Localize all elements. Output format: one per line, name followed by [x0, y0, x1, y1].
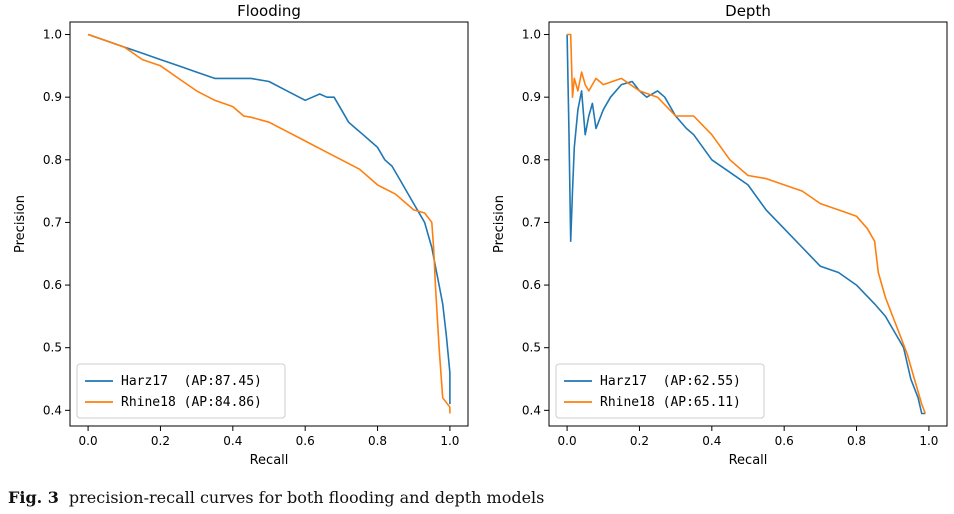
- x-tick-label: 0.6: [296, 434, 315, 448]
- y-tick-label: 0.5: [43, 341, 62, 355]
- series-line-2: [87, 33, 451, 414]
- legend-box: [555, 363, 765, 419]
- x-tick-label: 1.0: [919, 434, 938, 448]
- x-tick-label: 0.2: [630, 434, 649, 448]
- y-tick-label: 0.5: [522, 341, 541, 355]
- x-tick-label: 0.8: [847, 434, 866, 448]
- x-tick-label: 0.2: [151, 434, 170, 448]
- y-tick-label: 0.7: [522, 215, 541, 229]
- x-axis-label: Recall: [250, 453, 289, 468]
- y-tick-label: 0.9: [43, 90, 62, 104]
- x-tick-label: 0.0: [558, 434, 577, 448]
- legend-label-2: Rhine18 (AP:65.11): [600, 395, 741, 410]
- series-line-1: [566, 34, 926, 415]
- figure: Flooding 0.0 0.2 0.4 0.6 0.8 1.0 0.4 0.5 0.6 0.7 0.…: [13, 2, 948, 468]
- y-tick-label: 0.8: [43, 153, 62, 167]
- chart-title: Depth: [725, 2, 771, 20]
- x-tick-label: 0.4: [702, 434, 721, 448]
- y-axis-label: Precision: [492, 195, 507, 253]
- x-axis-label: Recall: [729, 453, 768, 468]
- chart-panel-2: Depth 0.0 0.2 0.4 0.6 0.8 1.0 0.4 0.5 0.6 0.7 0.8 0.…: [492, 2, 948, 468]
- y-tick-label: 0.4: [43, 403, 62, 417]
- y-tick-label: 1.0: [522, 28, 541, 42]
- y-tick-label: 0.6: [43, 278, 62, 292]
- x-tick-label: 1.0: [440, 434, 459, 448]
- legend-label-2: Rhine18 (AP:84.86): [121, 395, 262, 410]
- chart-panel-1: Flooding 0.0 0.2 0.4 0.6 0.8 1.0 0.4 0.5 0.6 0.7 0.…: [13, 2, 469, 468]
- series-line-2: [567, 33, 927, 414]
- y-tick-label: 0.6: [522, 278, 541, 292]
- figure-caption-label: Fig. 3: [8, 488, 59, 507]
- plot-frame: [69, 21, 469, 427]
- series-line-1: [87, 33, 451, 405]
- chart-title: Flooding: [237, 2, 301, 20]
- y-tick-label: 0.9: [522, 90, 541, 104]
- legend-label-1: Harz17 (AP:87.45): [121, 374, 262, 389]
- figure-caption-text: precision-recall curves for both floodin…: [68, 488, 545, 507]
- y-tick-label: 0.7: [43, 215, 62, 229]
- x-tick-label: 0.0: [79, 434, 98, 448]
- x-tick-label: 0.4: [223, 434, 242, 448]
- legend-label-1: Harz17 (AP:62.55): [600, 374, 741, 389]
- y-tick-label: 1.0: [43, 28, 62, 42]
- x-tick-label: 0.8: [368, 434, 387, 448]
- plot-frame: [548, 21, 948, 427]
- y-tick-label: 0.8: [522, 153, 541, 167]
- legend-box: [76, 363, 286, 419]
- x-tick-label: 0.6: [775, 434, 794, 448]
- y-axis-label: Precision: [13, 195, 28, 253]
- figure-caption: Fig. 3 precision-recall curves for both f…: [8, 488, 544, 507]
- y-tick-label: 0.4: [522, 403, 541, 417]
